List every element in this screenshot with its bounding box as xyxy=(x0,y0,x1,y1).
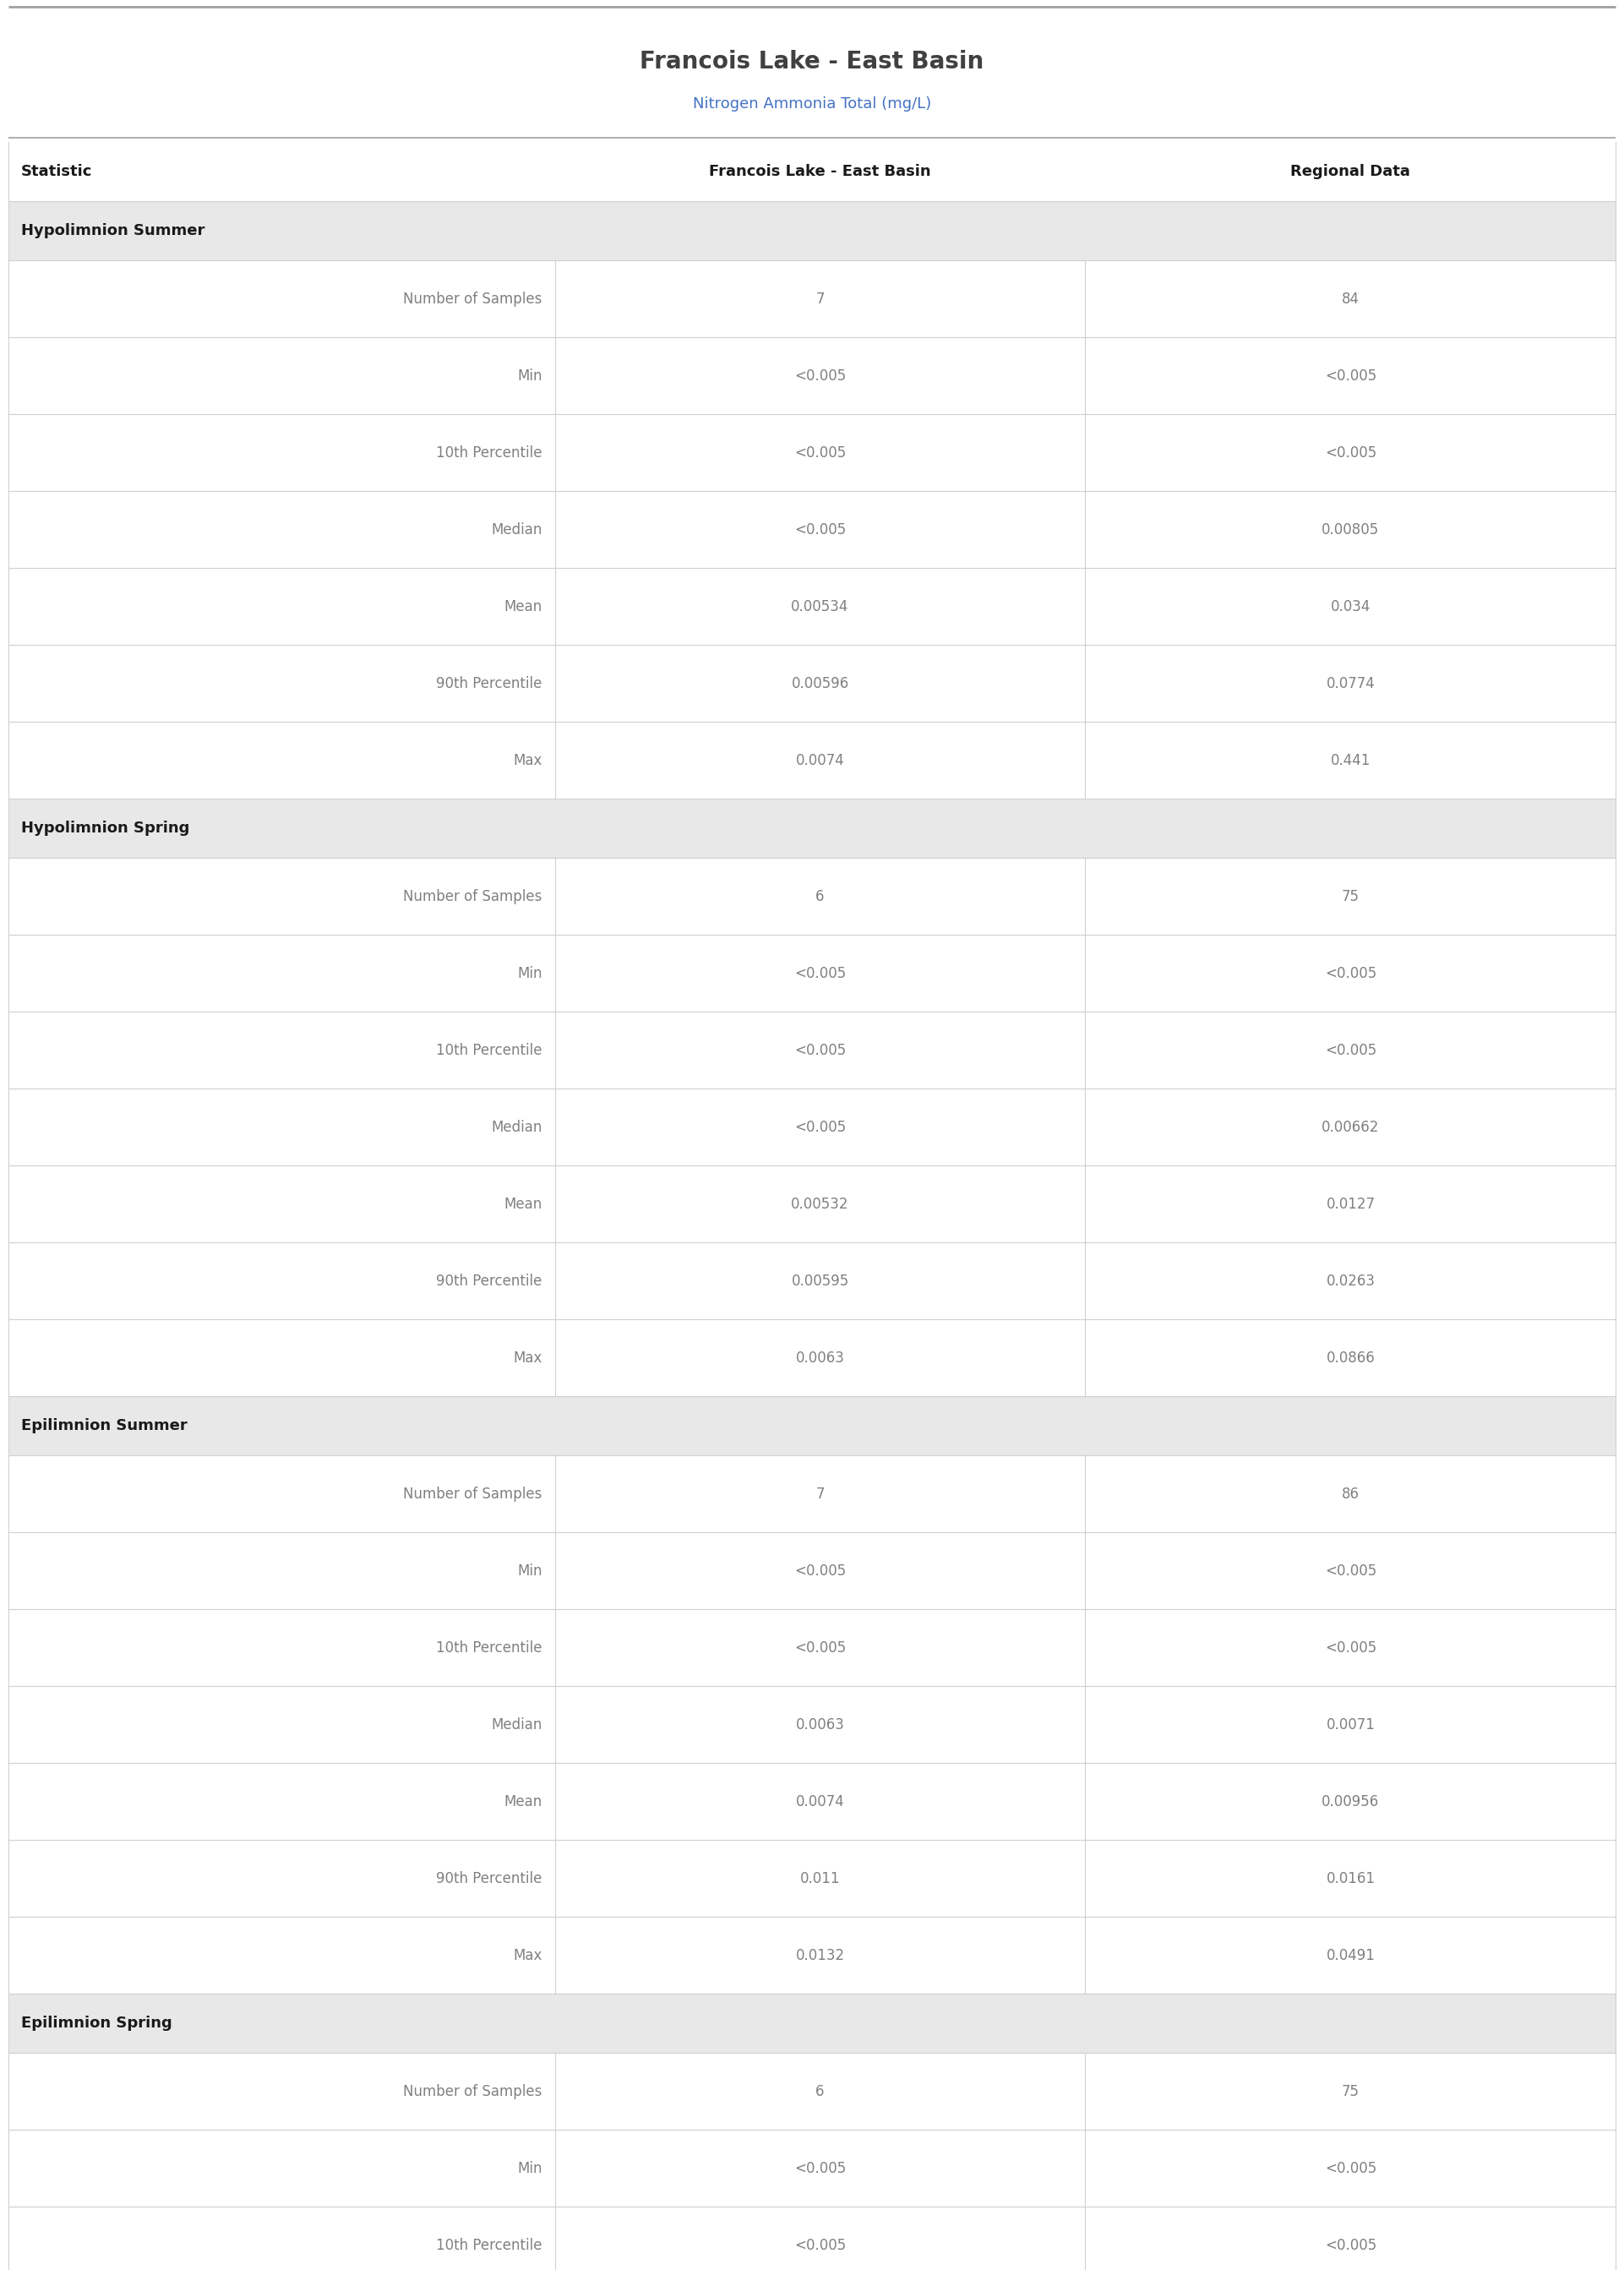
Text: Min: Min xyxy=(516,2161,542,2177)
Text: 86: 86 xyxy=(1341,1487,1359,1500)
Text: 0.00805: 0.00805 xyxy=(1322,522,1379,538)
Text: 10th Percentile: 10th Percentile xyxy=(435,445,542,461)
Text: 90th Percentile: 90th Percentile xyxy=(437,676,542,690)
Text: Francois Lake - East Basin: Francois Lake - East Basin xyxy=(640,50,984,73)
Text: <0.005: <0.005 xyxy=(1325,1564,1377,1578)
Text: 0.0263: 0.0263 xyxy=(1327,1273,1376,1289)
Text: Max: Max xyxy=(513,754,542,767)
Text: 0.00956: 0.00956 xyxy=(1322,1793,1379,1809)
Text: 7: 7 xyxy=(815,291,825,306)
Text: <0.005: <0.005 xyxy=(1325,2238,1377,2252)
Text: Number of Samples: Number of Samples xyxy=(403,888,542,903)
Text: 0.0161: 0.0161 xyxy=(1327,1870,1376,1886)
Text: 0.0127: 0.0127 xyxy=(1327,1196,1376,1212)
Text: 10th Percentile: 10th Percentile xyxy=(435,2238,542,2252)
Text: 0.00596: 0.00596 xyxy=(791,676,849,690)
Text: 0.0132: 0.0132 xyxy=(796,1948,844,1964)
Text: Number of Samples: Number of Samples xyxy=(403,291,542,306)
Bar xyxy=(8,1396,1616,1455)
Text: 0.00662: 0.00662 xyxy=(1322,1119,1379,1135)
Text: 0.00534: 0.00534 xyxy=(791,599,849,613)
Text: 75: 75 xyxy=(1341,888,1359,903)
Text: 75: 75 xyxy=(1341,2084,1359,2100)
Text: Hypolimnion Spring: Hypolimnion Spring xyxy=(21,822,190,835)
Text: 0.034: 0.034 xyxy=(1330,599,1371,613)
Text: <0.005: <0.005 xyxy=(1325,965,1377,981)
Text: 0.00532: 0.00532 xyxy=(791,1196,849,1212)
Text: 0.00595: 0.00595 xyxy=(791,1273,849,1289)
Text: <0.005: <0.005 xyxy=(794,1119,846,1135)
Text: 7: 7 xyxy=(815,1487,825,1500)
Text: Epilimnion Summer: Epilimnion Summer xyxy=(21,1419,187,1432)
Text: Min: Min xyxy=(516,1564,542,1578)
Text: <0.005: <0.005 xyxy=(1325,2161,1377,2177)
Text: 6: 6 xyxy=(815,888,825,903)
Text: Hypolimnion Summer: Hypolimnion Summer xyxy=(21,222,205,238)
Text: 0.0866: 0.0866 xyxy=(1327,1351,1376,1364)
Text: 0.011: 0.011 xyxy=(801,1870,840,1886)
Text: <0.005: <0.005 xyxy=(794,522,846,538)
Text: 10th Percentile: 10th Percentile xyxy=(435,1042,542,1058)
Text: Regional Data: Regional Data xyxy=(1291,163,1411,179)
Text: <0.005: <0.005 xyxy=(1325,368,1377,384)
Text: <0.005: <0.005 xyxy=(1325,445,1377,461)
Text: <0.005: <0.005 xyxy=(794,1564,846,1578)
Text: Median: Median xyxy=(490,522,542,538)
Text: <0.005: <0.005 xyxy=(794,2161,846,2177)
Text: 0.0074: 0.0074 xyxy=(796,1793,844,1809)
Text: <0.005: <0.005 xyxy=(1325,1639,1377,1655)
Text: Mean: Mean xyxy=(503,1793,542,1809)
Text: 6: 6 xyxy=(815,2084,825,2100)
Text: <0.005: <0.005 xyxy=(794,1042,846,1058)
Text: 0.0774: 0.0774 xyxy=(1327,676,1376,690)
Text: <0.005: <0.005 xyxy=(1325,1042,1377,1058)
Text: Max: Max xyxy=(513,1351,542,1364)
Bar xyxy=(8,799,1616,858)
Text: Francois Lake - East Basin: Francois Lake - East Basin xyxy=(710,163,931,179)
Text: 90th Percentile: 90th Percentile xyxy=(437,1870,542,1886)
Text: <0.005: <0.005 xyxy=(794,2238,846,2252)
Text: 0.0063: 0.0063 xyxy=(796,1716,844,1732)
Text: <0.005: <0.005 xyxy=(794,965,846,981)
Text: 84: 84 xyxy=(1341,291,1359,306)
Bar xyxy=(8,202,1616,261)
Text: Nitrogen Ammonia Total (mg/L): Nitrogen Ammonia Total (mg/L) xyxy=(693,95,931,111)
Text: Median: Median xyxy=(490,1119,542,1135)
Text: 0.0071: 0.0071 xyxy=(1327,1716,1376,1732)
Text: Number of Samples: Number of Samples xyxy=(403,1487,542,1500)
Text: Mean: Mean xyxy=(503,599,542,613)
Text: Epilimnion Spring: Epilimnion Spring xyxy=(21,2016,172,2032)
Text: Statistic: Statistic xyxy=(21,163,93,179)
Text: Median: Median xyxy=(490,1716,542,1732)
Text: Max: Max xyxy=(513,1948,542,1964)
Text: 0.0491: 0.0491 xyxy=(1327,1948,1376,1964)
Text: <0.005: <0.005 xyxy=(794,445,846,461)
Text: Min: Min xyxy=(516,965,542,981)
Text: <0.005: <0.005 xyxy=(794,368,846,384)
Text: <0.005: <0.005 xyxy=(794,1639,846,1655)
Text: Mean: Mean xyxy=(503,1196,542,1212)
Text: 10th Percentile: 10th Percentile xyxy=(435,1639,542,1655)
Text: 0.0074: 0.0074 xyxy=(796,754,844,767)
Text: Number of Samples: Number of Samples xyxy=(403,2084,542,2100)
Text: 90th Percentile: 90th Percentile xyxy=(437,1273,542,1289)
Bar xyxy=(8,143,1616,202)
Text: 0.441: 0.441 xyxy=(1330,754,1371,767)
Bar xyxy=(8,1993,1616,2052)
Text: Min: Min xyxy=(516,368,542,384)
Text: 0.0063: 0.0063 xyxy=(796,1351,844,1364)
